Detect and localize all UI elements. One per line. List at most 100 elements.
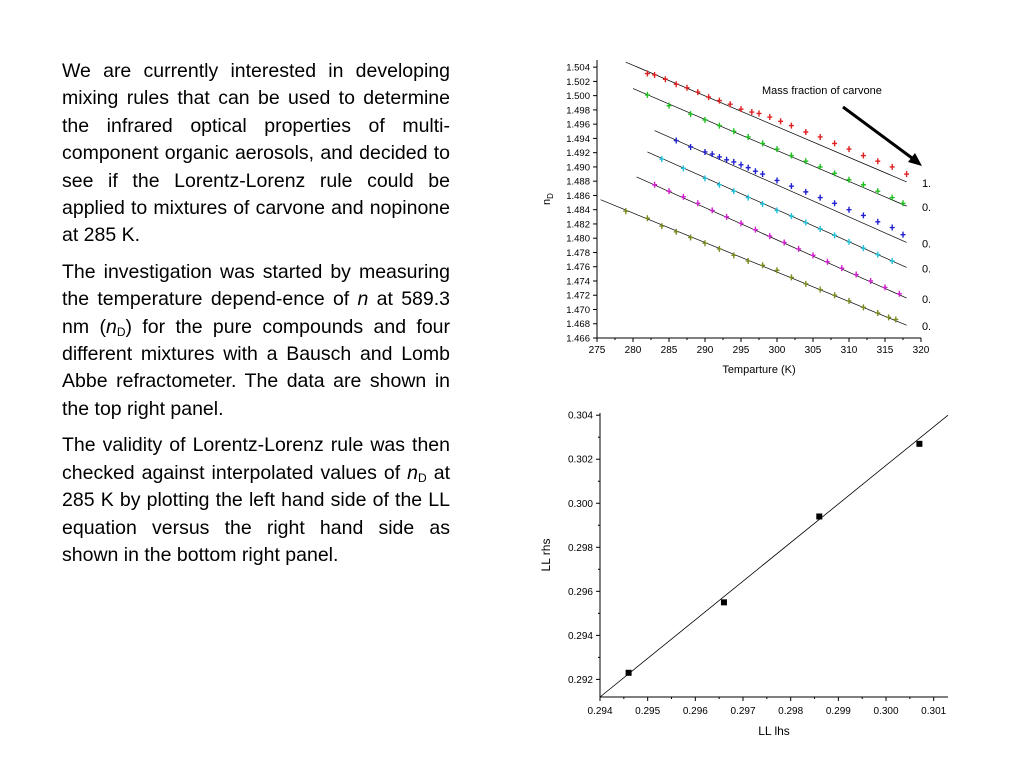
data-point: [904, 171, 910, 178]
data-point: [752, 226, 758, 233]
y-tick-label: 0.292: [568, 675, 593, 686]
data-point: [868, 277, 874, 284]
data-point: [760, 171, 766, 178]
symbol-n: n: [357, 288, 369, 311]
data-point: [644, 215, 650, 222]
data-point: [817, 225, 823, 232]
y-tick-label: 0.298: [568, 543, 593, 554]
data-point: [716, 245, 722, 252]
data-point: [886, 314, 892, 321]
data-point: [760, 262, 766, 269]
annotation-arrow-head: [908, 153, 922, 166]
x-axis-title: LL lhs: [758, 724, 790, 738]
data-point: [662, 76, 668, 83]
data-point: [756, 110, 762, 117]
data-point: [778, 118, 784, 125]
paragraph-validity: The validity of Lorentz-Lorenz rule was …: [62, 432, 450, 569]
data-point: [875, 188, 881, 195]
x-tick-label: 0.297: [730, 706, 755, 717]
data-point: [875, 310, 881, 317]
data-point: [781, 239, 787, 246]
fit-line: [654, 130, 907, 243]
y-tick-label: 0.296: [568, 587, 593, 598]
data-point: [731, 128, 737, 135]
x-tick-label: 290: [697, 345, 714, 356]
data-point: [817, 133, 823, 140]
y-tick-label: 1.490: [566, 162, 590, 173]
data-point: [803, 219, 809, 226]
x-tick-label: 295: [733, 345, 750, 356]
data-point: [745, 194, 751, 201]
x-tick-label: 305: [805, 345, 822, 356]
data-point: [731, 188, 737, 195]
x-tick-label: 310: [841, 345, 858, 356]
data-point: [817, 163, 823, 170]
y-tick-label: 1.504: [566, 63, 590, 74]
data-point: [832, 292, 838, 299]
data-point: [702, 148, 708, 155]
y-tick-label: 1.476: [566, 262, 590, 273]
y-tick-label: 1.496: [566, 120, 590, 131]
x-tick-label: 300: [769, 345, 786, 356]
data-point: [774, 146, 780, 153]
series-label: 0.20: [922, 294, 930, 306]
y-tick-label: 1.502: [566, 77, 590, 88]
fit-line: [625, 61, 907, 183]
x-tick-label: 0.301: [921, 706, 946, 717]
data-point: [875, 251, 881, 258]
y-axis-title: LL rhs: [539, 539, 553, 572]
x-tick-label: 285: [661, 345, 678, 356]
data-point: [706, 94, 712, 101]
data-point: [796, 245, 802, 252]
y-tick-label: 1.470: [566, 305, 590, 316]
data-point: [803, 280, 809, 287]
x-axis-title: Temparture (K): [722, 364, 795, 376]
x-tick-label: 315: [877, 345, 894, 356]
investigation-text-1: The investigation was started by measuri…: [62, 260, 450, 311]
x-tick-label: 0.296: [683, 706, 708, 717]
investigation-text-2: at 589.3 nm (: [62, 288, 450, 338]
y-tick-label: 0.294: [568, 631, 593, 642]
data-point: [788, 183, 794, 190]
data-point: [846, 146, 852, 153]
data-point: [727, 101, 733, 108]
y-tick-label: 1.500: [566, 91, 590, 102]
x-tick-label: 0.295: [635, 706, 660, 717]
data-point: [788, 122, 794, 129]
data-point: [803, 158, 809, 165]
data-point: [644, 91, 650, 98]
symbol-nD-2-subscript: D: [418, 470, 427, 485]
data-point: [846, 297, 852, 304]
data-point: [738, 106, 744, 113]
data-point: [716, 153, 722, 160]
data-point: [760, 140, 766, 147]
data-point: [731, 158, 737, 165]
x-tick-label: 275: [589, 345, 606, 356]
data-point: [893, 316, 899, 323]
annotation-mass-fraction: Mass fraction of carvone: [762, 85, 882, 97]
data-point: [695, 200, 701, 207]
y-axis-title: nD: [541, 193, 555, 205]
x-tick-label: 320: [913, 345, 930, 356]
x-tick-label: 0.294: [587, 706, 612, 717]
data-point: [846, 238, 852, 245]
data-point: [846, 176, 852, 183]
data-point: [767, 233, 773, 240]
series-label: 0.80: [922, 202, 930, 214]
annotation-arrow-shaft: [842, 105, 917, 163]
y-tick-label: 0.302: [568, 455, 593, 466]
data-point: [788, 274, 794, 281]
paragraph-intro: We are currently interested in developin…: [62, 58, 450, 250]
data-point: [760, 200, 766, 207]
data-point: [900, 231, 906, 238]
data-point: [724, 156, 730, 163]
fit-line: [636, 176, 907, 299]
y-tick-label: 0.300: [568, 499, 593, 510]
data-point: [720, 599, 727, 606]
lorentz-lorenz-chart: 0.294 0.295 0.296 0.297 0.298 0.299 0.300 0.301…: [539, 411, 949, 738]
data-point: [774, 207, 780, 214]
data-point: [832, 232, 838, 239]
investigation-text-3: ) for the pure compounds and four differ…: [62, 315, 451, 420]
data-point: [846, 206, 852, 213]
data-point: [659, 156, 665, 163]
